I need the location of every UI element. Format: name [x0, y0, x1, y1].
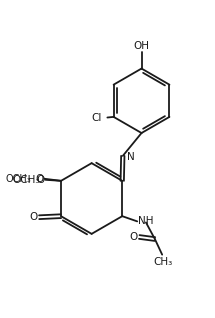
- Text: OH: OH: [134, 41, 149, 51]
- Text: O: O: [129, 232, 138, 242]
- Text: OCH₃: OCH₃: [13, 175, 40, 185]
- Text: CH₃: CH₃: [153, 257, 172, 267]
- Text: OCH₃: OCH₃: [5, 174, 31, 184]
- Text: O: O: [35, 174, 43, 184]
- Text: NH: NH: [138, 216, 154, 226]
- Text: O: O: [29, 212, 37, 222]
- Text: N: N: [127, 152, 134, 162]
- Text: Cl: Cl: [92, 113, 102, 123]
- Text: O: O: [36, 175, 44, 185]
